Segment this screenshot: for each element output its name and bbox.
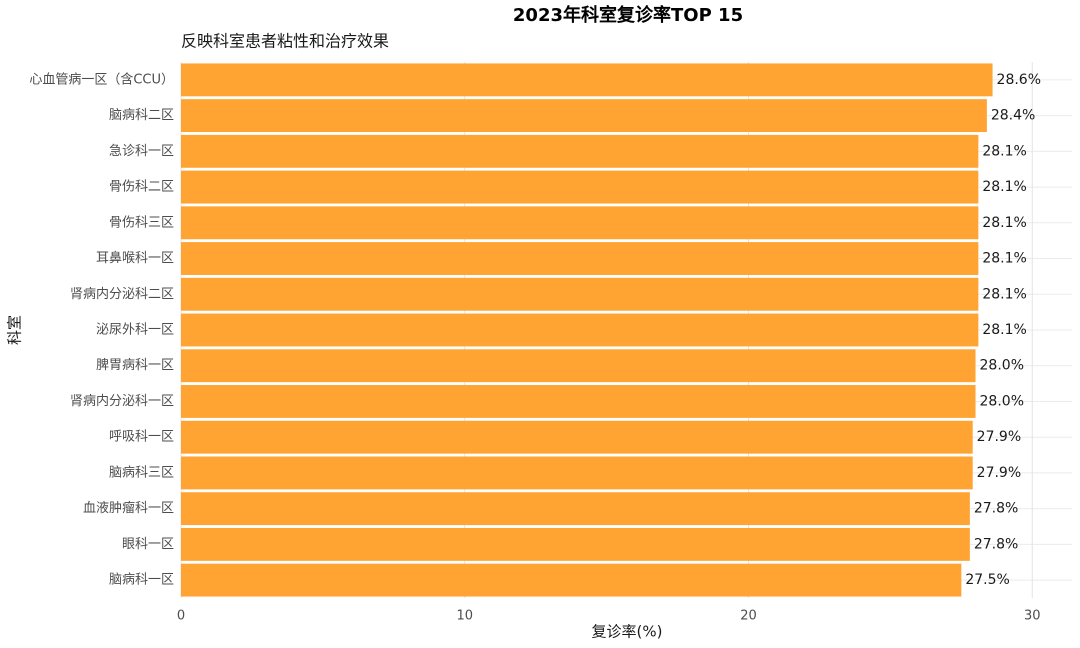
value-label: 27.8% [974, 501, 1018, 517]
y-axis-label: 科室 [6, 315, 24, 345]
bar [181, 420, 973, 454]
y-tick-label: 肾病内分泌科一区 [70, 393, 174, 409]
y-tick-label: 脾胃病科一区 [96, 358, 174, 373]
value-label: 28.6% [997, 72, 1041, 88]
value-label: 27.9% [977, 465, 1021, 481]
y-tick-label: 脑病科二区 [109, 108, 174, 123]
bar [181, 456, 973, 490]
y-tick-label: 泌尿外科一区 [96, 323, 174, 338]
bar [181, 492, 970, 526]
y-tick-label: 血液肿瘤科一区 [83, 500, 174, 516]
y-tick-label: 脑病科一区 [109, 573, 174, 588]
value-label: 28.0% [980, 393, 1024, 409]
value-label: 28.0% [980, 358, 1024, 374]
y-tick-label: 骨伤科三区 [109, 215, 174, 230]
y-tick-label: 骨伤科二区 [109, 180, 174, 195]
value-label: 27.8% [974, 536, 1018, 552]
bar [181, 563, 962, 597]
x-tick-label: 0 [177, 609, 185, 624]
y-tick-label: 耳鼻喉科一区 [96, 250, 174, 266]
x-tick-label: 30 [1024, 609, 1041, 624]
value-label: 27.9% [977, 429, 1021, 445]
bar [181, 242, 979, 275]
value-label: 28.1% [982, 322, 1026, 338]
y-tick-label: 心血管病一区（含CCU） [29, 71, 174, 87]
bar [181, 385, 976, 418]
x-axis-label: 复诊率(%) [592, 623, 663, 641]
value-label: 28.1% [982, 215, 1026, 231]
bar [181, 134, 979, 168]
x-tick-label: 20 [740, 609, 757, 624]
bar [181, 170, 979, 204]
value-label: 27.5% [965, 572, 1009, 588]
y-tick-label: 肾病内分泌科二区 [70, 286, 174, 302]
chart-title: 2023年科室复诊率TOP 15 [513, 4, 743, 26]
bar [181, 277, 979, 311]
bar [181, 63, 993, 97]
value-label: 28.1% [982, 179, 1026, 195]
bar [181, 313, 979, 347]
value-label: 28.1% [982, 286, 1026, 302]
bar [181, 527, 970, 561]
bar [181, 206, 979, 240]
bar [181, 99, 987, 133]
value-label: 28.4% [991, 108, 1035, 124]
chart-subtitle: 反映科室患者粘性和治疗效果 [181, 32, 389, 51]
y-tick-label: 急诊科一区 [109, 144, 174, 159]
value-label: 28.1% [982, 251, 1026, 267]
value-label: 28.1% [982, 143, 1026, 159]
bar [181, 349, 976, 383]
x-tick-label: 10 [456, 609, 473, 624]
y-tick-label: 呼吸科一区 [109, 430, 174, 445]
y-tick-label: 脑病科三区 [109, 465, 174, 480]
y-tick-label: 眼科一区 [122, 537, 174, 552]
